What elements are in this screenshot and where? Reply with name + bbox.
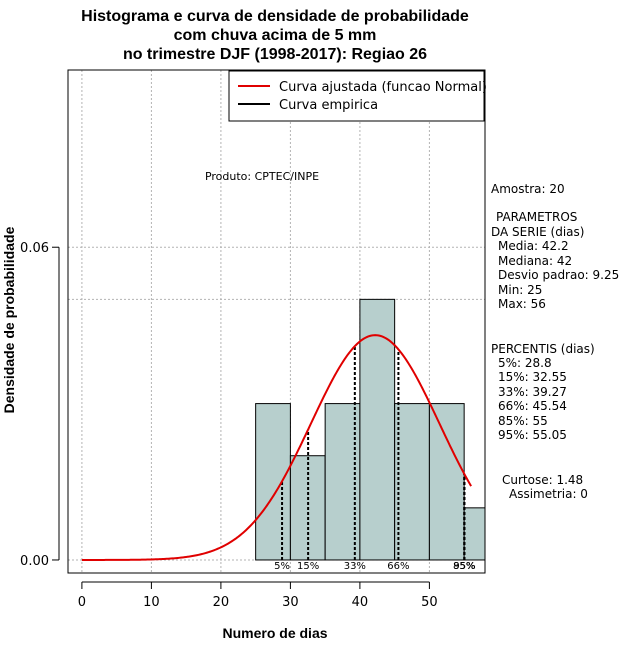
legend-label-normal: Curva ajustada (funcao Normal) xyxy=(279,80,487,95)
stat-p66: 66%: 45.54 xyxy=(498,399,567,413)
x-tick-label: 30 xyxy=(282,595,299,610)
x-axis-label: Numero de dias xyxy=(222,625,327,641)
stat-percentis-title: PERCENTIS (dias) xyxy=(491,342,595,356)
y-tick-label: 0.00 xyxy=(20,554,49,569)
stat-media: Media: 42.2 xyxy=(498,239,569,253)
normal-curve-line xyxy=(81,334,472,561)
histogram-bar xyxy=(359,298,396,561)
stat-desvio: Desvio padrao: 9.25 xyxy=(498,268,619,282)
percentile-label: 85% xyxy=(453,561,475,572)
stat-curtose: Curtose: 1.48 xyxy=(502,473,583,487)
histogram-bar xyxy=(394,403,430,561)
percentile-label: 66% xyxy=(387,561,409,572)
stat-min: Min: 25 xyxy=(498,283,542,297)
y-tick-label: 0.06 xyxy=(20,241,49,256)
legend-label-empirical: Curva empirica xyxy=(279,98,378,113)
percentile-label: 95% xyxy=(453,561,475,572)
y-axis-label: Densidade de probabilidade xyxy=(1,226,17,413)
axis-ticks: 0 10 20 30 40 50 0.00 0.06 xyxy=(20,241,438,610)
percentile-label: 5% xyxy=(274,561,290,572)
x-tick-label: 40 xyxy=(352,595,369,610)
stat-p85: 85%: 55 xyxy=(498,414,548,428)
product-annotation: Produto: CPTEC/INPE xyxy=(205,170,319,183)
stat-assimetria: Assimetria: 0 xyxy=(509,487,588,501)
stats-panel: Amostra: 20 PARAMETROS DA SERIE (dias) M… xyxy=(491,182,619,501)
stat-p33: 33%: 39.27 xyxy=(498,385,567,399)
stat-parametros-subtitle: DA SERIE (dias) xyxy=(491,225,584,239)
histogram-bars xyxy=(255,298,485,561)
percentile-lines: 5% 15% 33% 66% 85%95% xyxy=(274,346,476,572)
percentile-label: 33% xyxy=(344,561,366,572)
x-tick-label: 20 xyxy=(213,595,230,610)
x-tick-label: 50 xyxy=(421,595,438,610)
percentile-label: 15% xyxy=(297,561,319,572)
stat-p15: 15%: 32.55 xyxy=(498,370,567,384)
x-tick-label: 10 xyxy=(143,595,160,610)
legend-box xyxy=(228,70,485,122)
legend: Curva ajustada (funcao Normal) Curva emp… xyxy=(228,70,487,122)
chart-title-line-1: Histograma e curva de densidade de proba… xyxy=(81,8,469,25)
x-tick-label: 0 xyxy=(78,595,86,610)
stat-p5: 5%: 28.8 xyxy=(498,356,552,370)
stat-p95: 95%: 55.05 xyxy=(498,428,567,442)
chart-title-line-3: no trimestre DJF (1998-2017): Regiao 26 xyxy=(123,46,427,63)
stat-mediana: Mediana: 42 xyxy=(498,254,572,268)
plot-frame xyxy=(67,69,486,574)
normal-curve xyxy=(81,334,472,561)
histogram-bar xyxy=(255,403,291,561)
histogram-bar xyxy=(463,507,485,561)
histogram-bar xyxy=(428,403,465,561)
chart-title-line-2: com chuva acima de 5 mm xyxy=(174,27,377,44)
stat-max: Max: 56 xyxy=(498,297,546,311)
stat-amostra: Amostra: 20 xyxy=(491,182,565,196)
stat-parametros-title: PARAMETROS xyxy=(496,210,577,224)
